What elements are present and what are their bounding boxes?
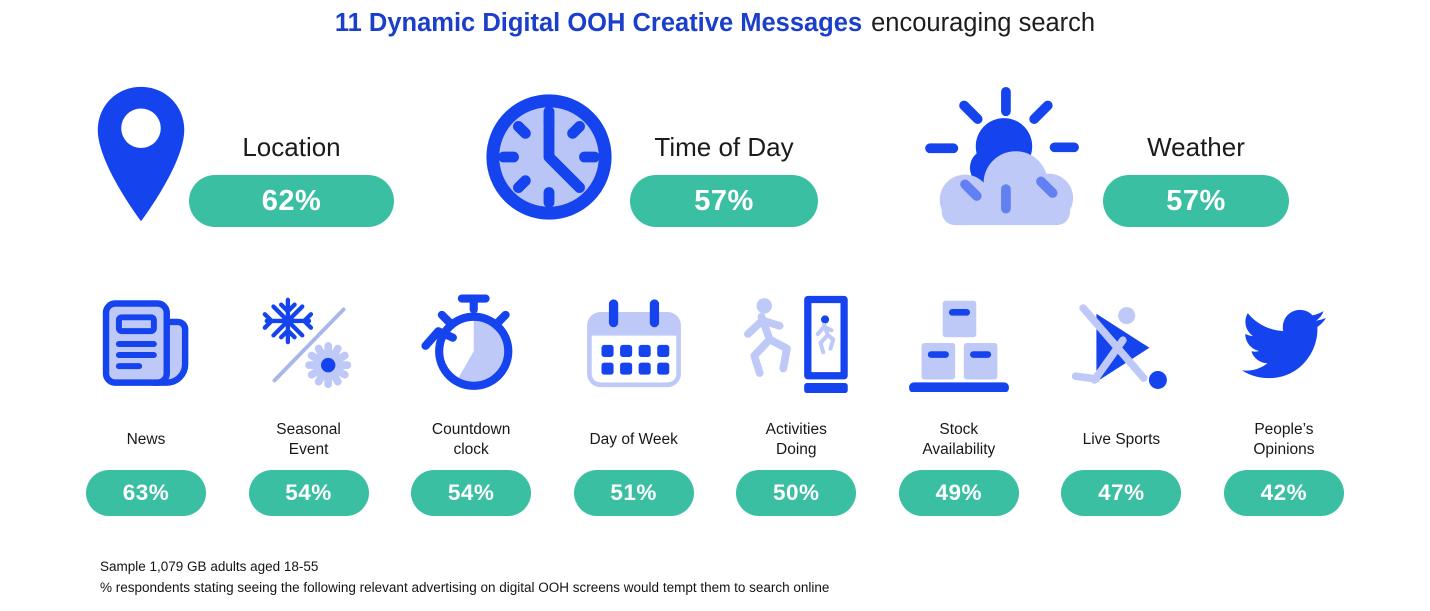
category-label: Stock Availability bbox=[922, 420, 996, 458]
percentage-badge: 57% bbox=[630, 175, 818, 227]
category-label: News bbox=[126, 430, 166, 448]
item-seasonal-event: Seasonal Event 54% bbox=[232, 293, 386, 516]
item-countdown-clock: Countdown clock 54% bbox=[394, 293, 548, 516]
calendar-icon bbox=[582, 293, 686, 395]
featured-location: Location 62% bbox=[95, 85, 394, 228]
category-label: People’s Opinions bbox=[1253, 420, 1315, 458]
category-label: Location bbox=[242, 132, 341, 162]
page-title-highlight: 11 Dynamic Digital OOH Creative Messages bbox=[334, 9, 863, 37]
stacked-boxes-icon bbox=[906, 293, 1012, 395]
stopwatch-icon bbox=[421, 293, 521, 395]
percentage-badge: 54% bbox=[411, 470, 532, 516]
item-stock-availability: Stock Availability 49% bbox=[882, 293, 1036, 516]
percentage-badge: 42% bbox=[1223, 470, 1344, 516]
category-label: Day of Week bbox=[589, 430, 678, 448]
item-live-sports: Live Sports 47% bbox=[1044, 293, 1198, 516]
item-activities-doing: Activities Doing 50% bbox=[719, 293, 873, 516]
percentage-badge: 54% bbox=[248, 470, 369, 516]
percentage-badge: 49% bbox=[898, 470, 1019, 516]
item-day-of-week: Day of Week 51% bbox=[557, 293, 711, 516]
category-label: Countdown clock bbox=[431, 420, 511, 458]
percentage-badge: 57% bbox=[1103, 175, 1289, 227]
methodology-note: % respondents stating seeing the followi… bbox=[100, 579, 830, 595]
newspaper-icon bbox=[99, 293, 194, 395]
category-label: Weather bbox=[1147, 132, 1245, 162]
item-peoples-opinions: People’s Opinions 42% bbox=[1207, 293, 1361, 516]
percentage-badge: 50% bbox=[736, 470, 857, 516]
percentage-badge: 63% bbox=[86, 470, 206, 516]
runner-doorway-icon bbox=[737, 293, 855, 395]
percentage-badge: 47% bbox=[1061, 470, 1182, 516]
map-pin-icon bbox=[95, 85, 187, 228]
category-label: Live Sports bbox=[1082, 430, 1161, 448]
category-label: Activities Doing bbox=[765, 420, 827, 458]
source-note: Sample 1,079 GB adults aged 18-55 % resp… bbox=[100, 557, 829, 599]
item-news: News 63% bbox=[69, 293, 223, 516]
sample-note: Sample 1,079 GB adults aged 18-55 bbox=[100, 559, 319, 574]
clock-icon bbox=[480, 88, 618, 231]
page-title: 11 Dynamic Digital OOH Creative Messages… bbox=[0, 9, 1430, 38]
sun-cloud-icon bbox=[920, 86, 1086, 237]
items-row: News 63% Seasonal Event 54% bbox=[69, 293, 1361, 516]
page-title-rest: encouraging search bbox=[871, 9, 1096, 37]
snowflake-flower-icon bbox=[261, 293, 357, 395]
twitter-bird-icon bbox=[1234, 293, 1334, 395]
featured-time-of-day: Time of Day 57% bbox=[480, 88, 818, 231]
footballer-play-icon bbox=[1068, 293, 1174, 395]
category-label: Time of Day bbox=[654, 132, 794, 162]
percentage-badge: 51% bbox=[573, 470, 694, 516]
percentage-badge: 62% bbox=[189, 175, 394, 227]
category-label: Seasonal Event bbox=[276, 420, 341, 458]
featured-weather: Weather 57% bbox=[920, 86, 1289, 237]
